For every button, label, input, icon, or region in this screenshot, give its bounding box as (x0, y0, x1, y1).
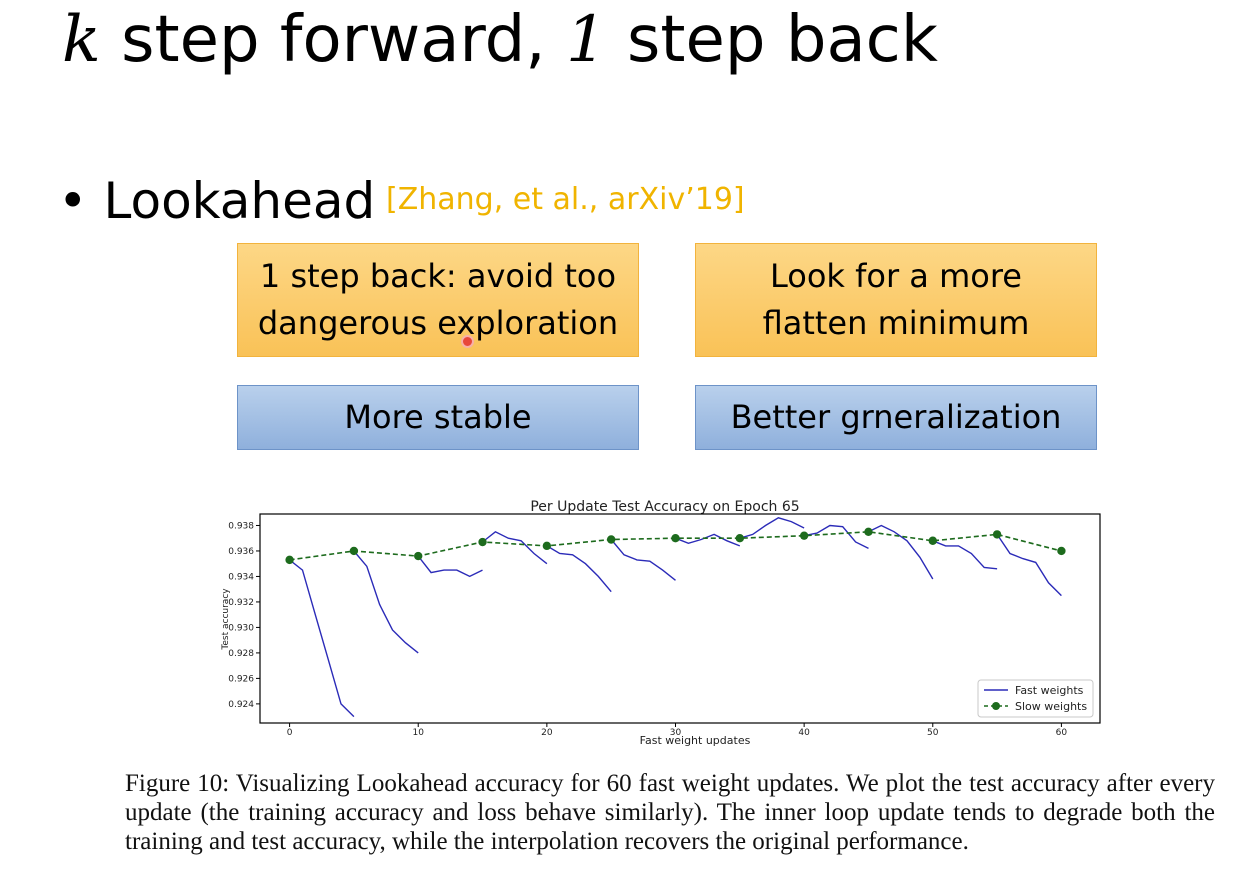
x-tick-label: 60 (1056, 728, 1068, 738)
box-flatten-minimum: Look for a more flatten minimum (695, 243, 1097, 357)
x-tick-label: 40 (798, 728, 810, 738)
title-step-forward: step forward, (100, 3, 566, 77)
bullet-lookahead: • Lookahead (58, 168, 375, 234)
y-axis-label: Test accuracy (221, 588, 231, 651)
y-tick-label: 0.930 (228, 623, 254, 633)
fast-weights-line (417, 555, 483, 578)
slow-weights-point (864, 527, 873, 537)
bullet-text: Lookahead (103, 172, 376, 230)
fast-weights-line (546, 545, 612, 593)
title-step-back: step back (606, 3, 938, 77)
legend-slow-label: Slow weights (1015, 700, 1087, 713)
x-tick-label: 30 (670, 728, 682, 738)
fast-weights-line (353, 550, 419, 654)
slow-weights-point (478, 537, 487, 547)
x-axis-ticks: 0 10 20 30 40 50 60 (287, 723, 1068, 738)
slow-weights-point (671, 534, 680, 543)
slow-weights-point (1057, 546, 1066, 556)
fast-weights-line (739, 517, 805, 539)
fast-weights-line (610, 539, 676, 581)
y-tick-label: 0.932 (228, 598, 254, 608)
y-tick-label: 0.928 (228, 649, 254, 659)
fast-weights-line (675, 533, 741, 547)
slow-weights-point (285, 555, 294, 565)
fast-weights-series (289, 517, 1062, 718)
y-tick-label: 0.926 (228, 674, 254, 684)
title-one: 1 (565, 3, 607, 77)
slow-weights-point (606, 535, 616, 544)
chart-legend: Fast weights Slow weights (977, 679, 1094, 718)
x-tick-label: 10 (412, 728, 424, 738)
x-tick-label: 20 (541, 728, 553, 738)
fast-weights-line (868, 524, 934, 580)
slow-weights-point (735, 534, 745, 543)
pointer-cursor-icon (461, 335, 474, 348)
lookahead-accuracy-chart: Per Update Test Accuracy on Epoch 65 0.9… (221, 499, 1101, 747)
slow-weights-point (349, 546, 359, 556)
box-better-generalization: Better grneralization (695, 385, 1097, 450)
x-axis-label: Fast weight updates (640, 734, 751, 747)
legend-fast-label: Fast weights (1015, 684, 1084, 697)
slide-title: k step forward, 1 step back (62, 0, 938, 80)
bullet-dot: • (58, 172, 88, 230)
box-one-step-back: 1 step back: avoid too dangerous explorat… (237, 243, 639, 357)
figure-caption: Figure 10: Visualizing Lookahead accurac… (125, 770, 1215, 855)
fast-weights-line (932, 540, 998, 570)
citation: [Zhang, et al., arXiv’19] (386, 182, 745, 217)
fast-weights-line (482, 530, 548, 565)
x-tick-label: 0 (287, 728, 293, 738)
box-flatten-minimum-line2: flatten minimum (762, 304, 1030, 342)
box-flatten-minimum-line1: Look for a more (770, 257, 1022, 295)
fast-weights-line (289, 559, 355, 718)
box-one-step-back-line2: dangerous exploration (257, 304, 619, 342)
box-one-step-back-line1: 1 step back: avoid too (259, 257, 617, 295)
y-tick-label: 0.924 (228, 700, 254, 710)
chart-title: Per Update Test Accuracy on Epoch 65 (530, 499, 799, 515)
x-tick-label: 50 (927, 728, 939, 738)
y-tick-label: 0.938 (228, 521, 254, 531)
slow-weights-point (414, 551, 423, 561)
y-tick-label: 0.934 (228, 572, 254, 582)
legend-slow-marker (992, 702, 1000, 710)
slow-weights-point (928, 536, 937, 545)
y-axis-ticks: 0.924 0.926 0.928 0.930 0.932 0.934 0.936 0.938 (228, 521, 260, 710)
slow-weights-point (542, 541, 552, 551)
box-more-stable: More stable (237, 385, 639, 450)
slow-weights-series (285, 527, 1066, 565)
chart-frame (259, 513, 1101, 724)
y-tick-label: 0.936 (228, 547, 254, 557)
fast-weights-line (803, 524, 869, 550)
slow-weights-point (799, 531, 809, 540)
slow-weights-point (992, 530, 1002, 539)
fast-weights-line (996, 534, 1062, 597)
title-k: k (62, 3, 101, 77)
